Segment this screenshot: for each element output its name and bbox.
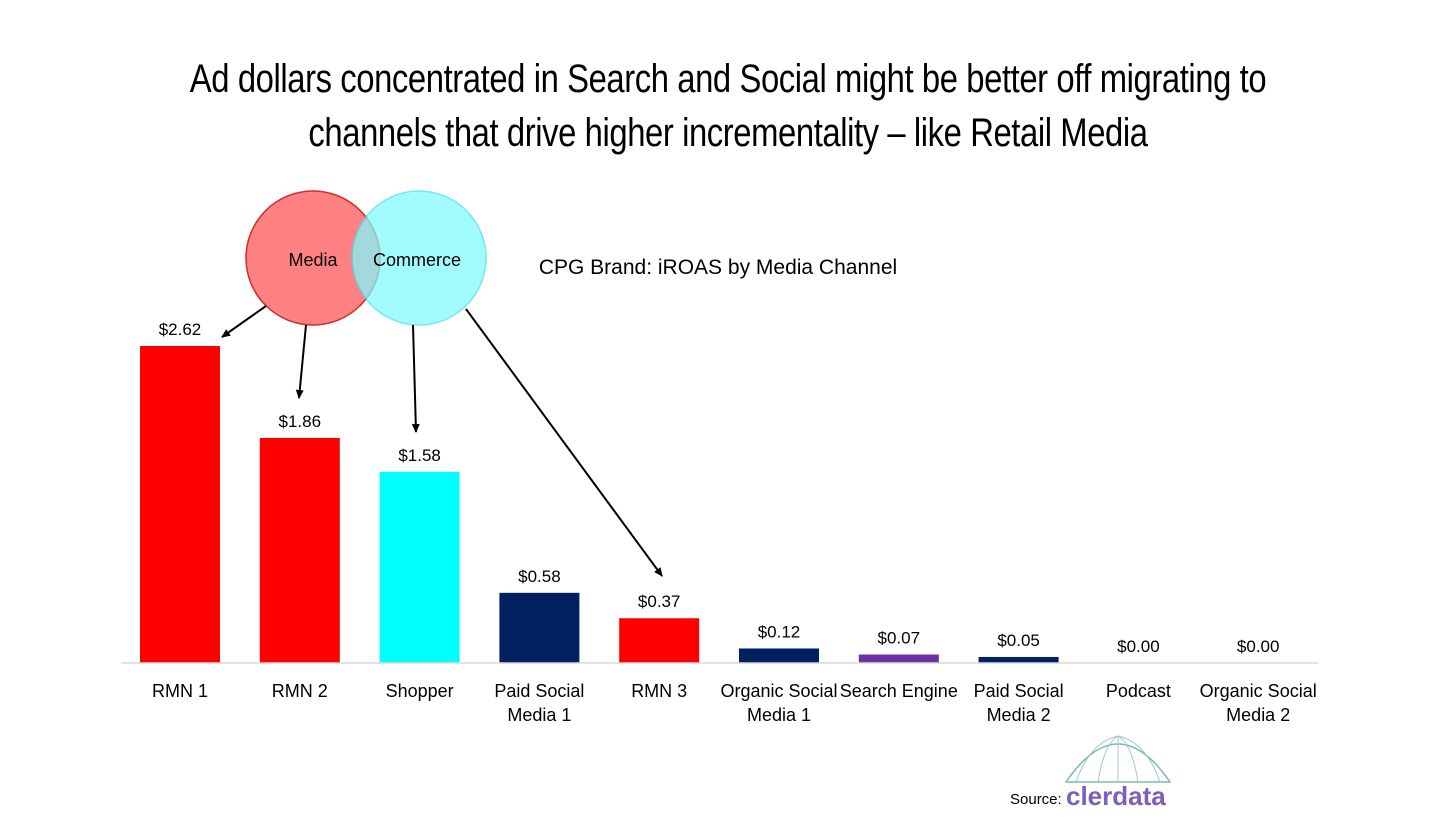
bar-7 bbox=[858, 654, 939, 663]
category-label-9: Podcast bbox=[1106, 681, 1171, 701]
source-attribution: Source: clerdata bbox=[1010, 735, 1172, 811]
category-label-5: RMN 3 bbox=[631, 681, 687, 701]
source-label: Source: bbox=[1010, 791, 1062, 808]
category-label-1: RMN 1 bbox=[152, 681, 208, 701]
venn-commerce-circle bbox=[351, 190, 487, 326]
clerdata-umbrella-icon bbox=[1064, 735, 1172, 783]
value-label-5: $0.37 bbox=[638, 592, 681, 611]
venn-commerce-label: Commerce bbox=[373, 250, 461, 270]
arrow-to-rmn3 bbox=[465, 308, 663, 577]
bar-8 bbox=[978, 656, 1059, 663]
category-label-2: RMN 2 bbox=[272, 681, 328, 701]
value-labels: $2.62 $1.86 $1.58 $0.58 $0.37 $0.12 $0.07 $0.05… bbox=[159, 320, 1280, 656]
category-labels: RMN 1 RMN 2 Shopper Paid Social Media 1 RMN 3… bbox=[152, 681, 1317, 725]
annotation-arrows bbox=[221, 305, 663, 577]
bar-2 bbox=[259, 437, 340, 663]
value-label-7: $0.07 bbox=[878, 629, 921, 648]
bar-1 bbox=[140, 346, 220, 663]
venn-media-label: Media bbox=[288, 250, 338, 270]
category-label-4: Paid Social Media 1 bbox=[494, 681, 584, 725]
value-label-9: $0.00 bbox=[1117, 637, 1160, 656]
bar-4 bbox=[499, 592, 580, 663]
category-label-3: Shopper bbox=[386, 681, 454, 701]
value-label-6: $0.12 bbox=[758, 622, 801, 641]
bar-series bbox=[140, 346, 1059, 663]
category-label-8: Paid Social Media 2 bbox=[974, 681, 1064, 725]
title-line-1: Ad dollars concentrated in Search and So… bbox=[189, 57, 1267, 101]
value-label-4: $0.58 bbox=[518, 567, 561, 586]
clerdata-logo: clerdata bbox=[1066, 781, 1166, 811]
category-label-10: Organic Social Media 2 bbox=[1200, 681, 1317, 725]
title-line-2: channels that drive higher incrementalit… bbox=[308, 111, 1148, 155]
arrow-to-shopper bbox=[411, 324, 420, 433]
bar-3 bbox=[379, 471, 460, 663]
category-label-7: Search Engine bbox=[840, 681, 958, 701]
arrow-to-rmn1 bbox=[221, 305, 267, 338]
value-label-8: $0.05 bbox=[997, 631, 1040, 650]
value-label-1: $2.62 bbox=[159, 320, 202, 339]
page-title: Ad dollars concentrated in Search and So… bbox=[131, 52, 1325, 160]
arrow-to-rmn2 bbox=[295, 324, 307, 399]
category-label-6: Organic Social Media 1 bbox=[720, 681, 837, 725]
bar-5 bbox=[619, 618, 700, 663]
chart-title: CPG Brand: iROAS by Media Channel bbox=[539, 256, 897, 279]
venn-diagram: Media Commerce bbox=[245, 190, 487, 326]
value-label-10: $0.00 bbox=[1237, 637, 1280, 656]
bar-6 bbox=[739, 648, 819, 663]
value-label-2: $1.86 bbox=[279, 412, 322, 431]
value-label-3: $1.58 bbox=[398, 446, 441, 465]
